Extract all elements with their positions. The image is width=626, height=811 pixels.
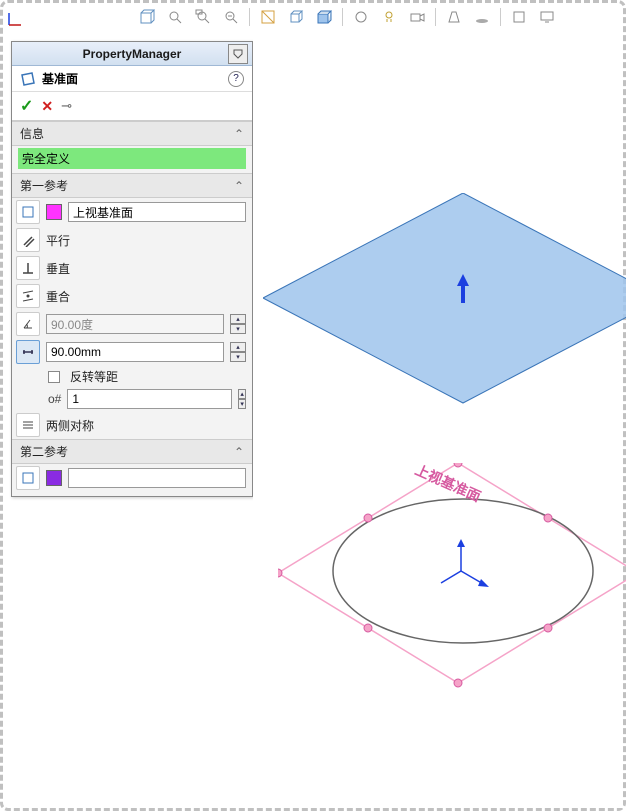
ref2-selection-row — [12, 464, 252, 496]
status-fully-defined: 完全定义 — [18, 148, 246, 169]
section-ref1[interactable]: 第一参考 ⌃ — [12, 173, 252, 198]
angle-spinner[interactable]: ▴▾ — [230, 314, 246, 334]
instances-row: o# ▴▾ — [12, 387, 252, 411]
display-style-icon[interactable] — [314, 7, 334, 27]
ref1-selection-row — [12, 198, 252, 226]
symmetric-icon — [16, 413, 40, 437]
angle-input — [46, 314, 224, 334]
zoom-area-icon[interactable] — [193, 7, 213, 27]
plane-icon — [20, 71, 36, 87]
zoom-fit-icon[interactable] — [165, 7, 185, 27]
ref1-color — [46, 204, 62, 220]
perpendicular-icon — [16, 256, 40, 280]
shadows-icon[interactable] — [472, 7, 492, 27]
parallel-icon — [16, 228, 40, 252]
instances-input[interactable] — [67, 389, 232, 409]
chevron-up-icon: ⌃ — [234, 127, 244, 141]
ok-button[interactable]: ✓ — [20, 96, 33, 116]
feature-title-row: 基准面 ? — [12, 66, 252, 92]
view-toolbar — [133, 3, 623, 31]
section-info-title: 信息 — [20, 125, 44, 142]
graphics-viewport[interactable]: 上视基准面 — [253, 33, 623, 808]
reverse-checkbox[interactable] — [48, 371, 60, 383]
screen-icon[interactable] — [537, 7, 557, 27]
view-orient-icon[interactable] — [286, 7, 306, 27]
instances-icon: o# — [48, 392, 61, 406]
parallel-label: 平行 — [46, 232, 70, 249]
selection-icon[interactable] — [16, 466, 40, 490]
lights-icon[interactable] — [379, 7, 399, 27]
confirm-row: ✓ ✕ ⊸ — [12, 92, 252, 121]
ref1-selection-input[interactable] — [68, 202, 246, 222]
distance-row: ▴▾ — [12, 338, 252, 366]
toolbar-separator — [435, 8, 436, 26]
coincident-row[interactable]: 重合 — [12, 282, 252, 310]
perpendicular-row[interactable]: 垂直 — [12, 254, 252, 282]
cancel-button[interactable]: ✕ — [41, 98, 53, 115]
symmetric-label: 两侧对称 — [46, 417, 94, 434]
coincident-label: 重合 — [46, 288, 70, 305]
help-button[interactable]: ? — [228, 71, 244, 87]
perpendicular-label: 垂直 — [46, 260, 70, 277]
reverse-label: 反转等距 — [70, 368, 118, 385]
selection-icon[interactable] — [16, 200, 40, 224]
section-ref2-title: 第二参考 — [20, 443, 68, 460]
ref2-selection-input[interactable] — [68, 468, 246, 488]
new-plane-graphic — [263, 193, 626, 413]
symmetric-row[interactable]: 两侧对称 — [12, 411, 252, 439]
toolbar-separator — [500, 8, 501, 26]
ref2-color — [46, 470, 62, 486]
section-info[interactable]: 信息 ⌃ — [12, 121, 252, 146]
zoom-prev-icon[interactable] — [221, 7, 241, 27]
instances-spinner[interactable]: ▴▾ — [238, 389, 246, 409]
section-icon[interactable] — [258, 7, 278, 27]
chevron-up-icon: ⌃ — [234, 445, 244, 459]
chevron-up-icon: ⌃ — [234, 179, 244, 193]
distance-input[interactable] — [46, 342, 224, 362]
parallel-row[interactable]: 平行 — [12, 226, 252, 254]
pm-title: PropertyManager — [83, 47, 182, 61]
section-ref1-title: 第一参考 — [20, 177, 68, 194]
angle-icon[interactable] — [16, 312, 40, 336]
toolbar-separator — [249, 8, 250, 26]
property-manager-panel: PropertyManager 基准面 ? ✓ ✕ ⊸ 信息 ⌃ 完全定义 第一… — [11, 41, 253, 497]
scene-icon[interactable] — [351, 7, 371, 27]
feature-name: 基准面 — [42, 70, 78, 87]
section-ref2[interactable]: 第二参考 ⌃ — [12, 439, 252, 464]
camera-icon[interactable] — [407, 7, 427, 27]
reverse-row[interactable]: 反转等距 — [12, 366, 252, 387]
pushpin-button[interactable]: ⊸ — [61, 98, 72, 114]
distance-spinner[interactable]: ▴▾ — [230, 342, 246, 362]
angle-row: ▴▾ — [12, 310, 252, 338]
box-icon[interactable] — [509, 7, 529, 27]
toolbar-separator — [342, 8, 343, 26]
ref-plane-graphic[interactable] — [278, 463, 626, 693]
cube-icon[interactable] — [137, 7, 157, 27]
perspective-icon[interactable] — [444, 7, 464, 27]
pm-header: PropertyManager — [12, 42, 252, 66]
distance-icon[interactable] — [16, 340, 40, 364]
origin-indicator — [7, 7, 27, 27]
pin-button[interactable] — [228, 44, 248, 64]
coincident-icon — [16, 284, 40, 308]
